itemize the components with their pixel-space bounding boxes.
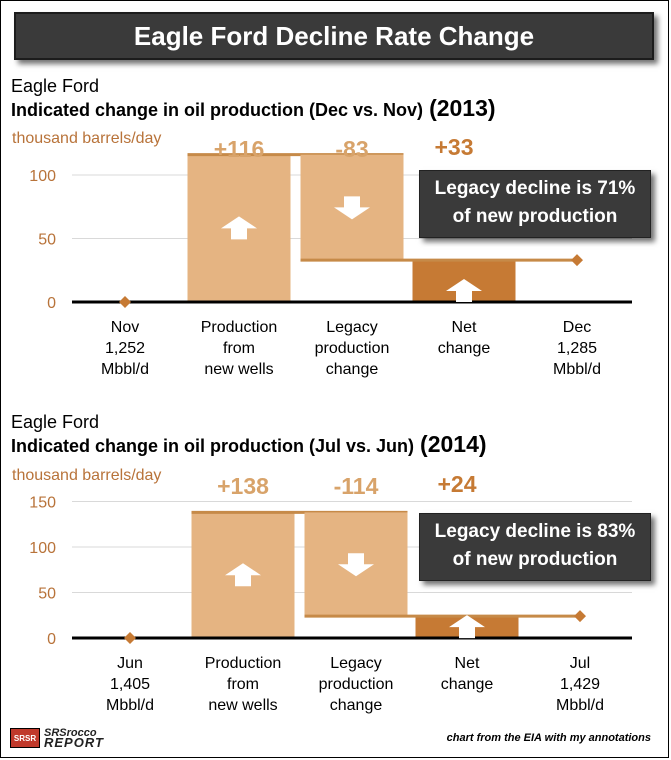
callout-2014: Legacy decline is 83% of new production — [419, 513, 651, 581]
logo-badge-text: SRSR — [13, 733, 37, 743]
category-label-0-1-0: Production — [201, 319, 278, 336]
category-label-0-4-2: Mbbl/d — [553, 361, 601, 378]
arrow-up-new-wells-1 — [225, 563, 261, 587]
y-tick-1-3: 150 — [29, 495, 56, 512]
arrow-down-legacy-1 — [338, 553, 374, 577]
category-label-1-3-0: Net — [455, 655, 480, 672]
callout-line2-2014: of new production — [452, 549, 618, 570]
y-tick-0-1: 50 — [38, 232, 56, 249]
category-label-1-1-1: from — [227, 676, 259, 693]
logo-badge: SRSR — [10, 728, 40, 748]
category-label-0-2-2: change — [326, 361, 379, 378]
arrow-up-net-0 — [446, 279, 482, 302]
category-label-1-0-2: Mbbl/d — [106, 697, 154, 714]
marker-start-0 — [119, 296, 131, 308]
arrow-up-new-wells-0 — [221, 216, 257, 240]
arrow-up-net-1 — [449, 615, 485, 639]
value-label-net-1: +24 — [437, 471, 476, 497]
y-tick-1-1: 50 — [38, 586, 56, 603]
category-label-0-4-0: Dec — [563, 319, 591, 336]
source-note: chart from the EIA with my annotations — [446, 732, 651, 744]
heading-year-2014: (2014) — [420, 431, 487, 457]
section-heading-2013: Indicated change in oil production (Dec … — [11, 95, 496, 122]
marker-start-1 — [124, 632, 136, 644]
section-heading-2014: Indicated change in oil production (Jul … — [11, 431, 487, 458]
logo-text: SRSrocco REPORT — [44, 727, 104, 750]
callout-line2-2013: of new production — [452, 206, 618, 227]
section-label-2014: Eagle Ford — [11, 412, 100, 432]
y-axis-label-1: thousand barrels/day — [12, 467, 161, 484]
page-title: Eagle Ford Decline Rate Change — [133, 20, 535, 51]
heading-text-2014: Indicated change in oil production (Jul … — [11, 436, 415, 456]
category-label-0-0-2: Mbbl/d — [101, 361, 149, 378]
category-label-1-4-1: 1,429 — [560, 676, 600, 693]
marker-end-1 — [574, 610, 586, 623]
callout-line1-2013: Legacy decline is 71% — [434, 178, 636, 199]
logo-line2: REPORT — [44, 735, 104, 750]
category-label-1-4-0: Jul — [570, 655, 590, 672]
value-label-legacy-1: -114 — [334, 473, 379, 499]
category-label-0-3-0: Net — [452, 319, 477, 336]
waterfall-chart-2013: thousand barrels/day 0 50 100 +116 -83 +33 Nov 1… — [12, 130, 632, 378]
category-label-0-0-1: 1,252 — [105, 340, 145, 357]
section-label-2013: Eagle Ford — [11, 76, 100, 96]
category-label-1-1-2: new wells — [208, 697, 277, 714]
category-label-0-4-1: 1,285 — [557, 340, 597, 357]
value-label-new-wells-0: +116 — [214, 136, 265, 162]
category-label-1-2-1: production — [319, 676, 394, 693]
category-label-1-1-0: Production — [205, 655, 282, 672]
category-label-1-3-1: change — [441, 676, 494, 693]
marker-end-0 — [571, 254, 583, 267]
category-label-1-0-1: 1,405 — [110, 676, 150, 693]
value-label-new-wells-1: +138 — [217, 473, 269, 499]
value-label-legacy-0: -83 — [335, 136, 368, 162]
category-label-0-1-2: new wells — [204, 361, 273, 378]
category-label-0-1-1: from — [223, 340, 255, 357]
callout-2013: Legacy decline is 71% of new production — [419, 170, 651, 238]
y-tick-1-0: 0 — [47, 631, 56, 648]
category-label-0-0-0: Nov — [111, 319, 139, 336]
y-axis-label-0: thousand barrels/day — [12, 130, 161, 147]
category-label-0-2-0: Legacy — [326, 319, 378, 336]
logo-line1: SRSrocco — [44, 727, 97, 739]
category-label-1-4-2: Mbbl/d — [556, 697, 604, 714]
y-tick-0-2: 100 — [29, 168, 56, 185]
heading-year-2013: (2013) — [429, 95, 496, 121]
category-label-0-3-1: change — [438, 340, 491, 357]
arrow-down-legacy-0 — [334, 196, 370, 220]
waterfall-chart-2014: thousand barrels/day 0 50 100 150 +138 -114 +24… — [12, 467, 632, 714]
heading-text-2013: Indicated change in oil production (Dec … — [11, 100, 424, 120]
category-label-0-2-1: production — [315, 340, 390, 357]
y-tick-0-0: 0 — [47, 295, 56, 312]
y-tick-1-2: 100 — [29, 540, 56, 557]
title-banner: Eagle Ford Decline Rate Change — [14, 12, 654, 60]
category-label-1-0-0: Jun — [117, 655, 143, 672]
value-label-net-0: +33 — [434, 134, 473, 160]
category-label-1-2-0: Legacy — [330, 655, 382, 672]
srsrocco-logo: SRSR SRSrocco REPORT — [10, 727, 104, 750]
category-label-1-2-2: change — [330, 697, 383, 714]
callout-line1-2014: Legacy decline is 83% — [434, 521, 636, 542]
